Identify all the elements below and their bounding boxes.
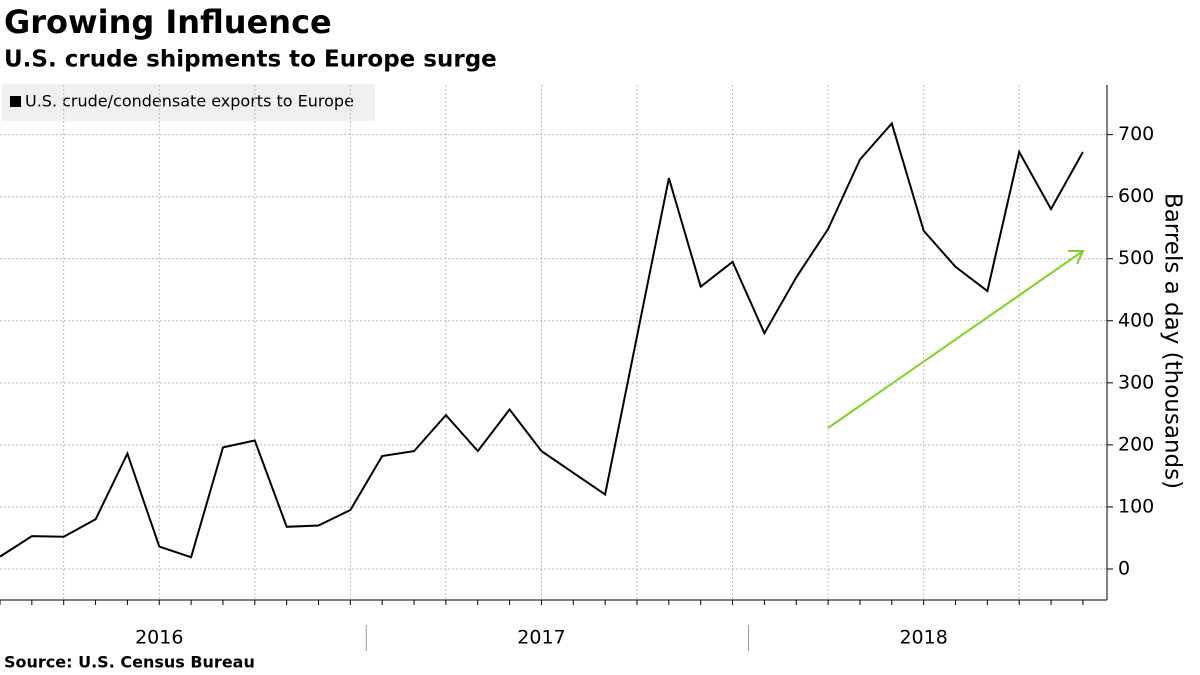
y-tick-label: 400: [1118, 309, 1154, 331]
y-tick-label: 600: [1118, 185, 1154, 207]
annotation-arrow: [827, 250, 1085, 429]
y-tick-label: 100: [1118, 495, 1154, 517]
legend-label: U.S. crude/condensate exports to Europe: [25, 92, 354, 111]
source: Source: U.S. Census Bureau: [4, 653, 255, 672]
chart-title: Growing Influence: [4, 3, 332, 41]
x-tick-label: 2017: [517, 627, 565, 649]
y-tick-label: 300: [1118, 371, 1154, 393]
data-line: [0, 121, 1084, 559]
x-tick-label: 2018: [899, 627, 947, 649]
chart-subtitle: U.S. crude shipments to Europe surge: [4, 47, 497, 73]
y-tick-label: 200: [1118, 433, 1154, 455]
arrow-shaft: [827, 250, 1084, 429]
legend-swatch: [10, 96, 21, 107]
x-tick-label: 2016: [135, 627, 183, 649]
arrow-head: [1068, 250, 1085, 265]
y-tick-label: 700: [1118, 123, 1154, 145]
y-tick-label: 500: [1118, 247, 1154, 269]
y-axis-label: Barrels a day (thousands): [1160, 193, 1186, 489]
y-tick-label: 0: [1118, 557, 1130, 579]
